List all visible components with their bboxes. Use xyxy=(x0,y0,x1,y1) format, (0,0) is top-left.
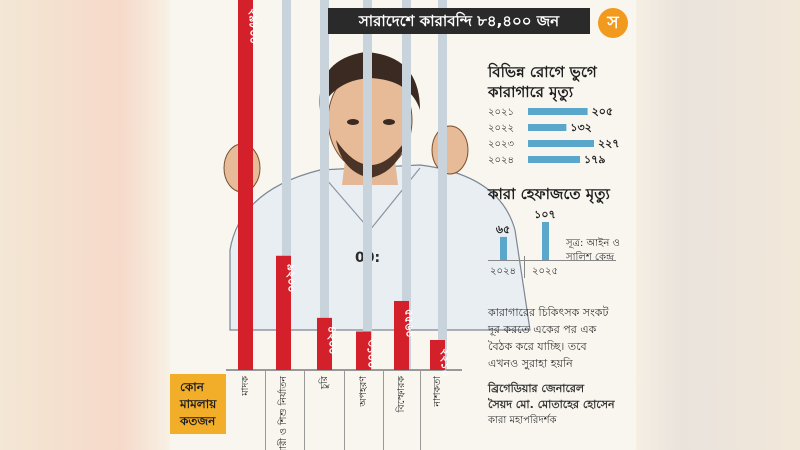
disease-bar xyxy=(528,156,581,163)
disease-value-label: ২২৭ xyxy=(598,137,619,150)
case-bar-value-label: ৩১০০ xyxy=(365,340,378,369)
quote-line-3: বৈঠক করে যাচ্ছি। তবে xyxy=(488,340,587,353)
category-divider xyxy=(304,370,305,450)
category-divider xyxy=(419,370,421,450)
quote-line-4: এখনও সুরাহা হয়নি xyxy=(488,357,573,370)
case-category-label: বিস্ফোরক xyxy=(395,376,407,413)
disease-value-label: ১৩২ xyxy=(570,121,591,134)
quote-line-2: দূর করতে একের পর এক xyxy=(488,323,597,336)
custody-baseline xyxy=(488,260,616,261)
case-bar-value-label: ৪২০০ xyxy=(326,326,339,355)
custody-year-label: ২০২৪ xyxy=(490,266,516,277)
case-category-label: অপহরণ xyxy=(357,376,369,407)
disease-value-label: ২০৫ xyxy=(592,105,613,118)
custody-deaths-chart: ৬৫ ২০২৪ ১০৭ ২০২৫ xyxy=(488,208,616,278)
disease-year-label: ২০২৩ xyxy=(488,139,515,150)
publisher-logo: স xyxy=(598,8,628,38)
category-divider xyxy=(382,370,384,450)
disease-bar xyxy=(528,108,588,115)
speaker-name-2: সৈয়দ মো. মোতাহের হোসেন xyxy=(488,398,615,411)
page-title: সারাদেশে কারাবন্দি ৮৪,৪০০ জন xyxy=(328,8,590,34)
custody-value-label: ৬৫ xyxy=(496,223,510,236)
speaker-name-1: ব্রিগেডিয়ার জেনারেল xyxy=(488,382,585,395)
disease-year-label: ২০২১ xyxy=(488,107,514,118)
category-divider xyxy=(264,370,266,450)
case-bar-value-label: ২৯৮০০ xyxy=(247,8,260,44)
category-divider xyxy=(344,370,345,450)
speaker-title: কারা মহাপরিদর্শক xyxy=(488,415,557,426)
disease-year-label: ২০২২ xyxy=(488,123,514,134)
case-bar-value-label: ৫৫৬০ xyxy=(403,309,416,338)
legend-line-1: কোন xyxy=(180,380,204,394)
quote-line-1: কারাগারের চিকিৎসক সংকট xyxy=(488,306,609,319)
case-bar-value-label: ৯২০০ xyxy=(285,264,298,293)
infographic-card: 00: ২৯৮০০ ৯২০০ ৪২০০ ৩১০০ ৫৫৬০ ২২১০ মাদক নারী ও… xyxy=(170,0,636,450)
custody-year-label: ২০২৫ xyxy=(532,266,558,277)
legend-line-3: কতজন xyxy=(180,414,216,428)
disease-bar xyxy=(528,124,567,131)
case-category-label: নাশকতা xyxy=(431,376,443,407)
custody-bar xyxy=(542,222,549,260)
case-category-label: নারী ও শিশু নির্যাতন xyxy=(277,376,289,450)
case-bar xyxy=(430,340,445,370)
disease-heading-2: কারাগারে মৃত্যু xyxy=(488,83,574,101)
source-line-1: সূত্র: আইন ও xyxy=(566,238,620,249)
disease-deaths-chart: ২০২১ ২০৫ ২০২২ ১৩২ ২০২৩ ২২৭ ২০২৪ ১৭৯ xyxy=(488,105,619,166)
prisoner-illustration: 00: xyxy=(223,0,531,371)
case-category-label: মাদক xyxy=(239,376,251,396)
case-bar xyxy=(317,317,332,370)
case-bar xyxy=(356,331,371,370)
legend-line-2: মামলায় xyxy=(180,397,217,411)
disease-value-label: ১৭৯ xyxy=(584,153,605,166)
case-bar xyxy=(238,0,253,370)
case-bar-value-label: ২২১০ xyxy=(439,348,452,377)
cases-bar-chart: ২৯৮০০ ৯২০০ ৪২০০ ৩১০০ ৫৫৬০ ২২১০ xyxy=(238,0,452,377)
disease-bar xyxy=(528,140,594,147)
disease-year-label: ২০২৪ xyxy=(488,155,514,166)
custody-divider xyxy=(524,256,525,278)
source-line-2: সালিশ কেন্দ্র xyxy=(566,252,615,263)
case-category-label: চুরি xyxy=(318,376,330,390)
disease-heading-1: বিভিন্ন রোগে ভুগে xyxy=(488,63,597,81)
cases-legend: কোন মামলায় কতজন xyxy=(170,374,226,434)
custody-value-label: ১০৭ xyxy=(534,208,555,221)
case-bar xyxy=(394,300,409,370)
case-bar xyxy=(276,255,291,370)
custody-heading: কারা হেফাজতে মৃত্যু xyxy=(488,185,610,203)
custody-bar xyxy=(500,236,507,260)
